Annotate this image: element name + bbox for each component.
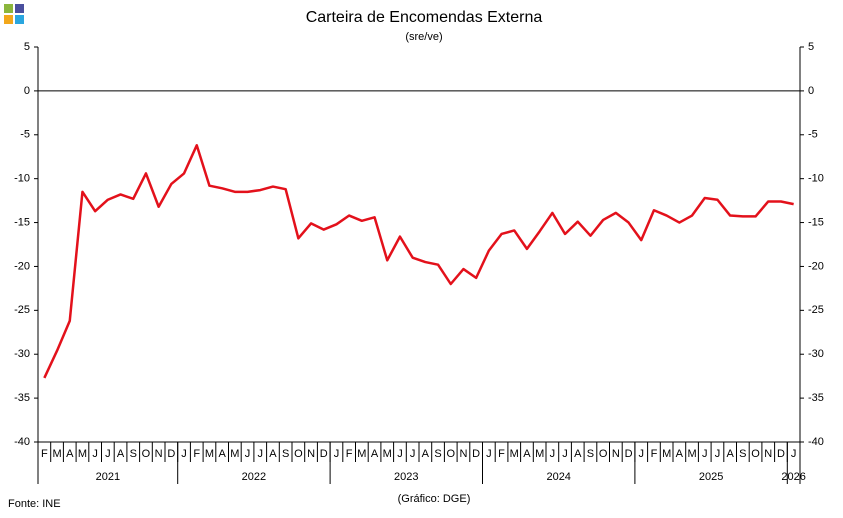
x-tick-label: N	[612, 448, 620, 460]
x-tick-label: J	[639, 448, 645, 460]
y-tick-label: -10	[14, 173, 30, 185]
logo	[4, 4, 13, 13]
x-tick-label: A	[269, 448, 277, 460]
x-tick-label: D	[472, 448, 480, 460]
logo	[15, 4, 24, 13]
x-tick-label: M	[52, 448, 61, 460]
x-tick-label: N	[459, 448, 467, 460]
x-tick-label: O	[751, 448, 760, 460]
y-tick-label: -5	[20, 129, 30, 141]
x-tick-label: M	[230, 448, 239, 460]
x-tick-label: S	[282, 448, 289, 460]
y2-tick-label: -40	[808, 436, 824, 448]
y2-tick-label: -25	[808, 304, 824, 316]
x-tick-label: A	[66, 448, 74, 460]
x-tick-label: A	[676, 448, 684, 460]
y2-tick-label: -15	[808, 216, 824, 228]
x-tick-label: F	[41, 448, 48, 460]
x-tick-label: S	[587, 448, 594, 460]
x-tick-label: F	[651, 448, 658, 460]
x-tick-label: F	[193, 448, 200, 460]
y-tick-label: -15	[14, 216, 30, 228]
chart-title: Carteira de Encomendas Externa	[306, 9, 543, 26]
x-tick-label: J	[92, 448, 98, 460]
x-tick-label: D	[167, 448, 175, 460]
x-tick-label: M	[535, 448, 544, 460]
y2-tick-label: 0	[808, 85, 814, 97]
year-label: 2021	[96, 471, 120, 483]
x-tick-label: J	[245, 448, 251, 460]
y-tick-label: -40	[14, 436, 30, 448]
x-tick-label: A	[574, 448, 582, 460]
y2-tick-label: 5	[808, 41, 814, 53]
x-tick-label: O	[446, 448, 455, 460]
y-tick-label: -20	[14, 260, 30, 272]
year-label: 2022	[242, 471, 266, 483]
x-tick-label: A	[117, 448, 125, 460]
x-tick-label: M	[205, 448, 214, 460]
logo	[15, 15, 24, 24]
x-tick-label: M	[662, 448, 671, 460]
x-tick-label: A	[218, 448, 226, 460]
x-tick-label: N	[307, 448, 315, 460]
x-tick-label: D	[320, 448, 328, 460]
year-label: 2023	[394, 471, 418, 483]
y-tick-label: -35	[14, 392, 30, 404]
x-tick-label: J	[258, 448, 264, 460]
year-label: 2024	[546, 471, 570, 483]
x-tick-label: J	[715, 448, 721, 460]
x-tick-label: J	[334, 448, 340, 460]
logo	[4, 15, 13, 24]
x-tick-label: F	[498, 448, 505, 460]
x-tick-label: S	[130, 448, 137, 460]
x-tick-label: M	[78, 448, 87, 460]
x-tick-label: J	[105, 448, 111, 460]
y-tick-label: -25	[14, 304, 30, 316]
y-tick-label: -30	[14, 348, 30, 360]
chart-subtitle: (sre/ve)	[405, 31, 442, 43]
y2-tick-label: -10	[808, 173, 824, 185]
y2-tick-label: -20	[808, 260, 824, 272]
y-tick-label: 5	[24, 41, 30, 53]
y-tick-label: 0	[24, 85, 30, 97]
x-tick-label: O	[142, 448, 151, 460]
x-tick-label: J	[791, 448, 797, 460]
x-tick-label: O	[599, 448, 608, 460]
x-tick-label: M	[510, 448, 519, 460]
y2-tick-label: -35	[808, 392, 824, 404]
x-tick-label: J	[410, 448, 416, 460]
x-tick-label: M	[357, 448, 366, 460]
x-tick-label: A	[422, 448, 430, 460]
x-tick-label: N	[764, 448, 772, 460]
x-tick-label: M	[687, 448, 696, 460]
year-label: 2025	[699, 471, 723, 483]
data-line	[43, 144, 794, 379]
x-tick-label: J	[397, 448, 403, 460]
source: Fonte: INE	[8, 498, 61, 510]
x-tick-label: J	[562, 448, 568, 460]
x-tick-label: S	[739, 448, 746, 460]
x-tick-label: J	[550, 448, 556, 460]
x-tick-label: M	[383, 448, 392, 460]
x-tick-label: J	[181, 448, 187, 460]
x-tick-label: A	[726, 448, 734, 460]
x-tick-label: A	[371, 448, 379, 460]
x-tick-label: N	[155, 448, 163, 460]
x-tick-label: D	[625, 448, 633, 460]
x-tick-label: S	[434, 448, 441, 460]
x-tick-label: J	[702, 448, 708, 460]
y2-tick-label: -5	[808, 129, 818, 141]
x-tick-label: F	[346, 448, 353, 460]
y2-tick-label: -30	[808, 348, 824, 360]
x-tick-label: D	[777, 448, 785, 460]
x-tick-label: J	[486, 448, 492, 460]
x-tick-label: O	[294, 448, 303, 460]
year-label: 2026	[781, 471, 805, 483]
x-tick-label: A	[523, 448, 531, 460]
credit: (Gráfico: DGE)	[398, 493, 471, 505]
